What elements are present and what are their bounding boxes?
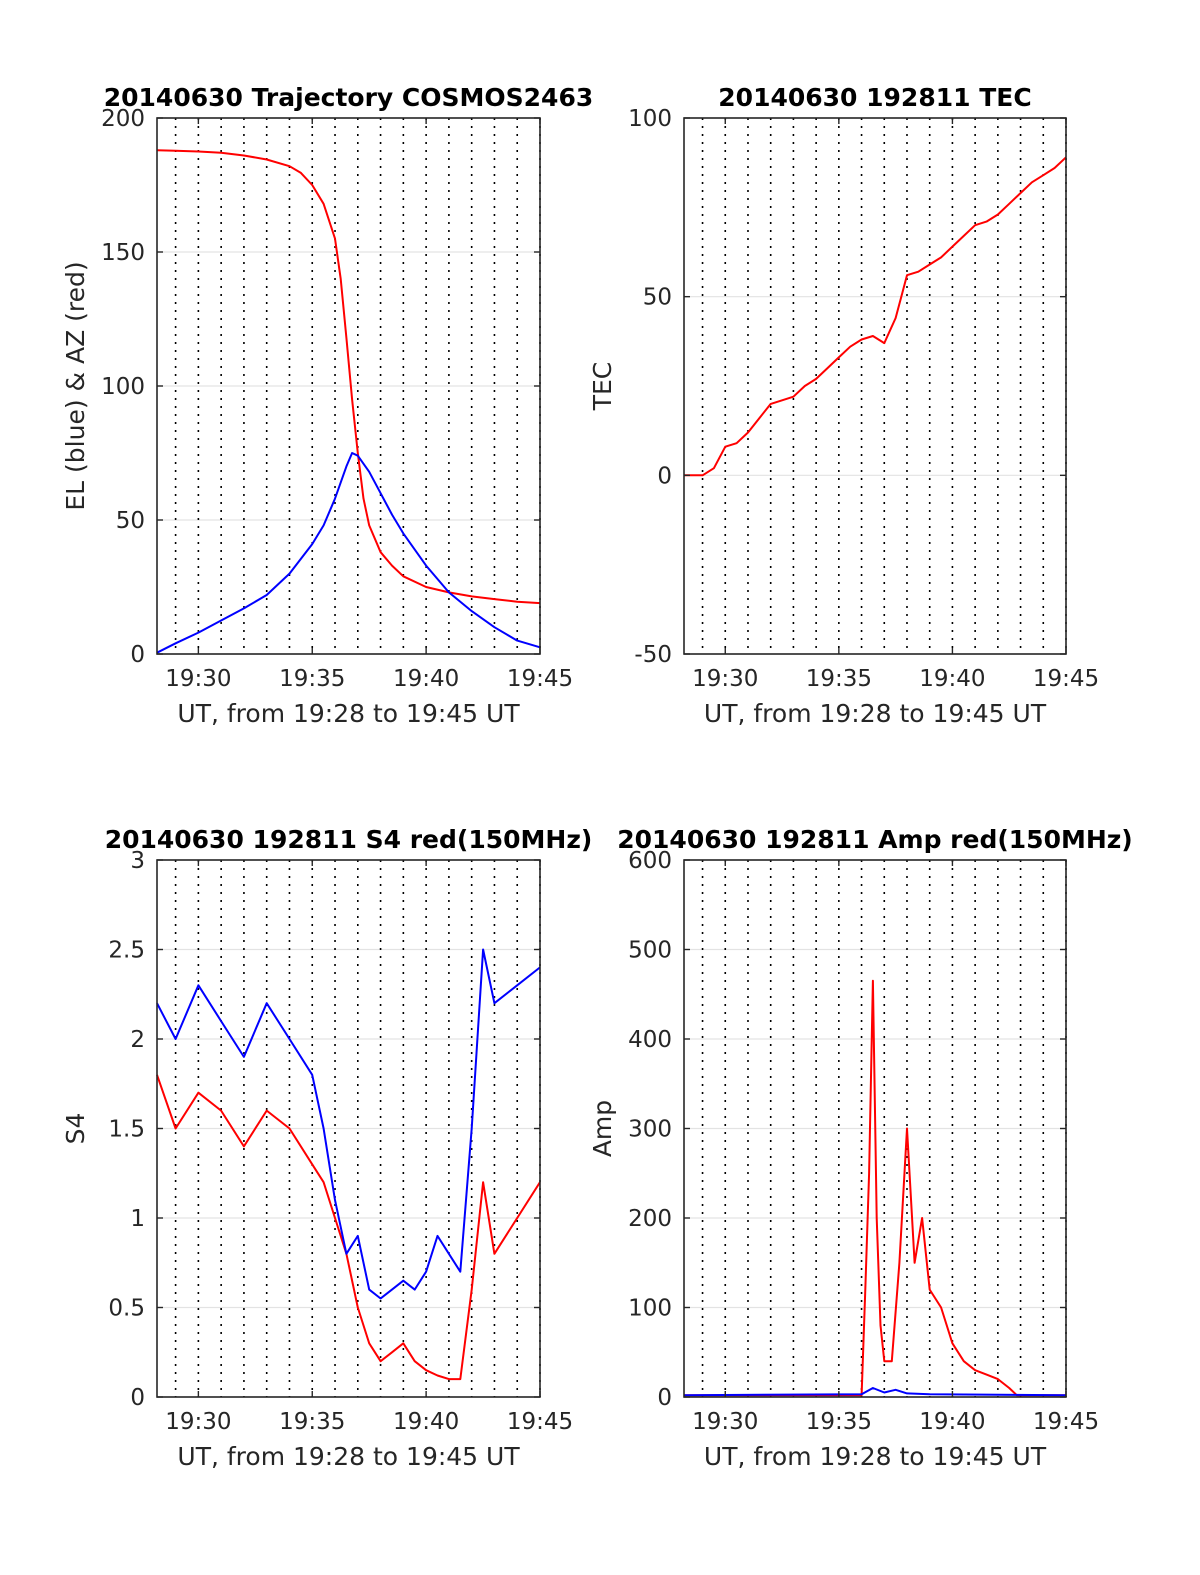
- series-line-1: [684, 979, 1066, 1397]
- x-tick-label: 19:30: [165, 666, 231, 692]
- chart-4: 19:30 19:35 19:40 19:45 0 100 200 300 400 500 6002…: [588, 825, 1133, 1471]
- y-tick-label: 100: [101, 374, 145, 400]
- series-line-2: [156, 948, 541, 1300]
- series-line-1: [156, 149, 541, 605]
- x-tick-label: 19:40: [919, 1409, 985, 1435]
- y-tick-label: 1.5: [108, 1117, 145, 1143]
- chart-title: 20140630 192811 TEC: [718, 83, 1031, 112]
- x-tick-label: 19:40: [393, 666, 459, 692]
- y-tick-label: 50: [643, 285, 672, 311]
- chart-1: 19:30 19:35 19:40 19:45 0 50 100 150 20020140630…: [61, 83, 593, 728]
- x-tick-label: 19:45: [1033, 1409, 1099, 1435]
- axes-box: [683, 117, 1067, 655]
- y-tick-label: 300: [628, 1117, 672, 1143]
- y-tick-label: 100: [628, 1296, 672, 1322]
- x-tick-label: 19:30: [692, 666, 758, 692]
- x-tick-label: 19:30: [165, 1409, 231, 1435]
- y-tick-label: 0: [130, 1385, 145, 1411]
- y-tick-label: 1: [130, 1206, 145, 1232]
- y-tick-label: 0: [657, 463, 672, 489]
- y-tick-label: 0: [657, 1385, 672, 1411]
- x-tick-label: 19:35: [806, 1409, 872, 1435]
- y-tick-label: 100: [628, 106, 672, 132]
- y-tick-label: 0: [130, 642, 145, 668]
- chart-title: 20140630 Trajectory COSMOS2463: [104, 83, 594, 112]
- y-axis-label: S4: [61, 1113, 90, 1145]
- chart-2: 19:30 19:35 19:40 19:45 -50 0 50 100 20140630 19…: [588, 83, 1099, 728]
- y-tick-label: 200: [101, 106, 145, 132]
- x-tick-label: 19:40: [393, 1409, 459, 1435]
- y-tick-label: 400: [628, 1027, 672, 1053]
- series-line-1: [156, 1074, 541, 1381]
- y-axis-label: EL (blue) & AZ (red): [61, 261, 90, 510]
- x-axis-label: UT, from 19:28 to 19:45 UT: [704, 1442, 1047, 1471]
- x-tick-label: 19:35: [279, 666, 345, 692]
- x-tick-label: 19:45: [507, 1409, 573, 1435]
- y-tick-label: 600: [628, 848, 672, 874]
- y-tick-label: -50: [634, 642, 672, 668]
- y-tick-label: 2: [130, 1027, 145, 1053]
- series-line-1: [684, 156, 1067, 477]
- x-tick-label: 19:45: [1033, 666, 1099, 692]
- chart-title: 20140630 192811 Amp red(150MHz): [617, 825, 1133, 854]
- y-tick-label: 2.5: [108, 938, 145, 964]
- series-line-2: [156, 452, 541, 654]
- x-tick-label: 19:35: [806, 666, 872, 692]
- x-axis-label: UT, from 19:28 to 19:45 UT: [177, 1442, 520, 1471]
- y-tick-label: 50: [116, 508, 145, 534]
- x-tick-label: 19:30: [692, 1409, 758, 1435]
- y-tick-label: 0.5: [108, 1296, 145, 1322]
- x-tick-label: 19:35: [279, 1409, 345, 1435]
- x-tick-label: 19:45: [507, 666, 573, 692]
- y-tick-label: 200: [628, 1206, 672, 1232]
- series-line-2: [683, 1387, 1067, 1397]
- x-tick-label: 19:40: [919, 666, 985, 692]
- y-axis-label: Amp: [588, 1100, 617, 1157]
- x-axis-label: UT, from 19:28 to 19:45 UT: [177, 699, 520, 728]
- y-tick-label: 3: [130, 848, 145, 874]
- y-tick-label: 150: [101, 240, 145, 266]
- chart-3: 19:30 19:35 19:40 19:45 0 0.5 1 1.5 2 2.5 32014063…: [61, 825, 592, 1471]
- x-axis-label: UT, from 19:28 to 19:45 UT: [704, 699, 1047, 728]
- y-tick-label: 500: [628, 938, 672, 964]
- y-axis-label: TEC: [588, 362, 617, 412]
- chart-title: 20140630 192811 S4 red(150MHz): [105, 825, 593, 854]
